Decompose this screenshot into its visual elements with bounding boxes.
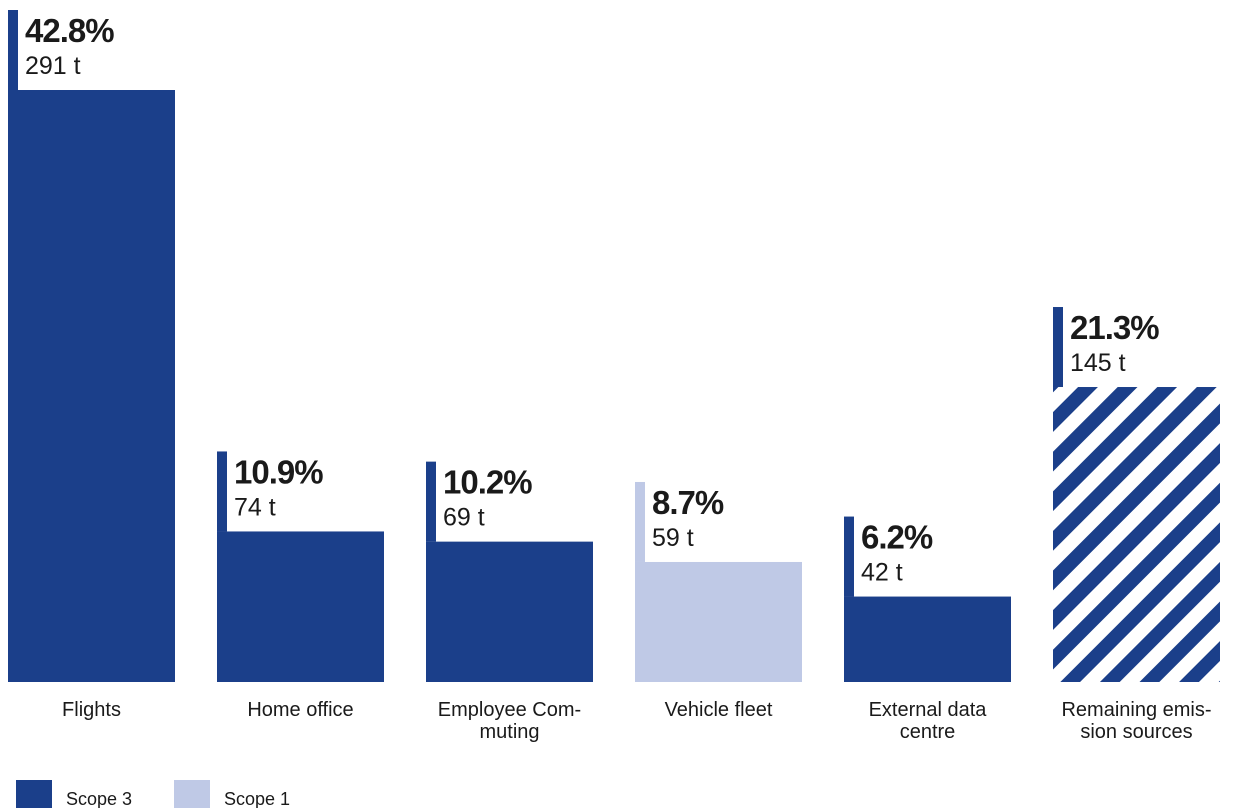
legend: Scope 3 Scope 1 <box>16 780 290 808</box>
percent-label-vehicle-fleet: 8.7% <box>652 484 724 521</box>
category-label-vehicle-fleet: Vehicle fleet <box>665 699 773 721</box>
bar-home-office <box>217 531 384 682</box>
percent-label-home-office: 10.9% <box>234 453 323 490</box>
value-label-external-data-centre: 42 t <box>861 559 903 587</box>
category-label-flights: Flights <box>62 699 121 721</box>
labels-group: 42.8% 291 t 10.9% 74 t 10.2% 69 t 8.7% 59 t 6.2%… <box>8 10 1160 597</box>
legend-label-scope3: Scope 3 <box>66 789 132 808</box>
bar-external-data-centre <box>844 596 1011 682</box>
value-label-flights: 291 t <box>25 52 81 80</box>
legend-label-scope1: Scope 1 <box>224 789 290 808</box>
value-label-home-office: 74 t <box>234 493 276 521</box>
bar-vehicle-fleet <box>635 561 802 682</box>
label-marker-home-office <box>217 451 227 532</box>
bar-remaining-emission-sources <box>1053 387 1220 682</box>
category-label-external-data-centre: External data centre <box>869 699 988 743</box>
label-marker-vehicle-fleet <box>635 481 645 562</box>
value-label-employee-commuting: 69 t <box>443 504 485 532</box>
legend-swatch-scope3 <box>16 780 52 808</box>
percent-label-remaining-emission-sources: 21.3% <box>1070 309 1159 346</box>
value-label-remaining-emission-sources: 145 t <box>1070 349 1126 377</box>
label-marker-external-data-centre <box>844 516 854 597</box>
label-marker-flights <box>8 10 18 90</box>
bar-flights <box>8 90 175 682</box>
bars-group <box>8 90 1220 682</box>
category-labels-group: Flights Home office Employee Com-muting Veh… <box>62 699 1211 743</box>
percent-label-external-data-centre: 6.2% <box>861 519 933 556</box>
label-marker-employee-commuting <box>426 461 436 542</box>
bar-employee-commuting <box>426 541 593 682</box>
category-label-employee-commuting: Employee Com-muting <box>438 699 581 743</box>
percent-label-employee-commuting: 10.2% <box>443 464 532 501</box>
label-marker-remaining-emission-sources <box>1053 307 1063 388</box>
legend-swatch-scope1 <box>174 780 210 808</box>
percent-label-flights: 42.8% <box>25 12 114 49</box>
value-label-vehicle-fleet: 59 t <box>652 524 694 552</box>
category-label-home-office: Home office <box>247 699 353 721</box>
category-label-remaining-emission-sources: Remaining emis-sion sources <box>1061 699 1211 743</box>
